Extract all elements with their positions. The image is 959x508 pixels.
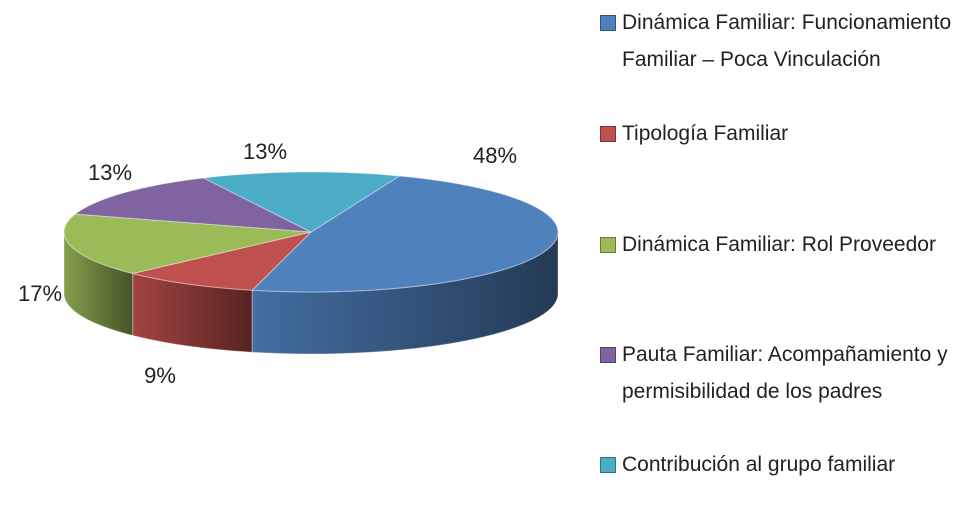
- legend-label: Contribución al grupo familiar: [622, 453, 896, 476]
- legend-swatch: [600, 15, 616, 31]
- slice-side: [63, 231, 134, 337]
- legend-swatch: [600, 457, 616, 473]
- legend-swatch: [600, 347, 616, 363]
- legend-label: Dinámica Familiar: Rol Proveedor: [622, 233, 936, 256]
- data-label: 48%: [473, 143, 517, 168]
- data-label: 17%: [18, 281, 62, 306]
- data-label: 9%: [144, 363, 176, 388]
- slice: [63, 213, 312, 275]
- slice: [73, 177, 312, 233]
- pie-area: 48% 9% 17% 13% 13%: [18, 139, 559, 388]
- legend-swatch: [600, 126, 616, 142]
- data-label: 13%: [88, 160, 132, 185]
- slice: [201, 171, 402, 233]
- legend-item: Contribución al grupo familiar: [598, 446, 956, 483]
- legend-item: Dinámica Familiar: Funcionamiento Famili…: [598, 4, 956, 78]
- legend-label: Pauta Familiar: Acompañamiento y permisi…: [622, 343, 948, 403]
- legend-item: Dinámica Familiar: Rol Proveedor: [598, 226, 956, 263]
- legend-label: Dinámica Familiar: Funcionamiento Famili…: [622, 11, 952, 71]
- legend-swatch: [600, 237, 616, 253]
- data-label: 13%: [243, 139, 287, 164]
- legend-item: Pauta Familiar: Acompañamiento y permisi…: [598, 336, 956, 410]
- slice: [132, 231, 313, 291]
- legend-item: Tipología Familiar: [598, 115, 956, 152]
- slice: [250, 175, 559, 293]
- legend-label: Tipología Familiar: [622, 122, 789, 145]
